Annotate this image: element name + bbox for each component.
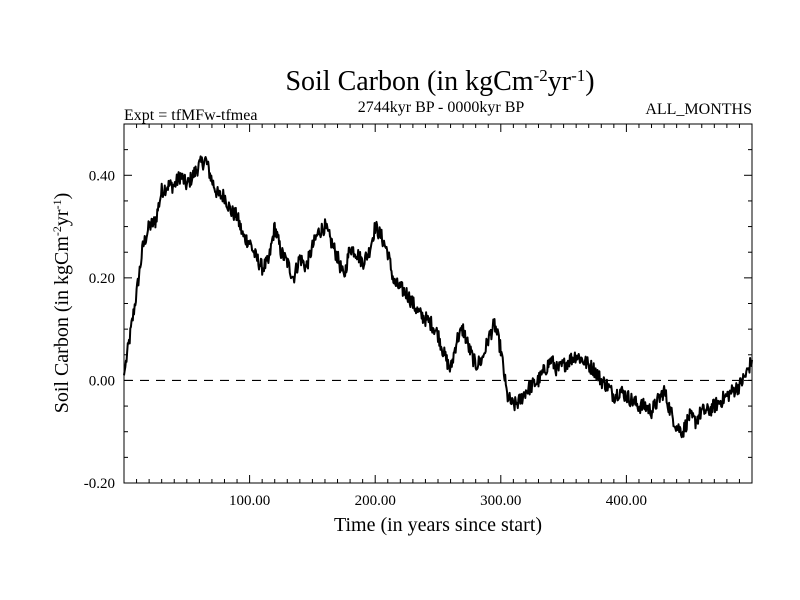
y-tick-label: 0.00 xyxy=(89,373,115,389)
x-tick-label: 300.00 xyxy=(480,493,521,509)
chart-title: Soil Carbon (in kgCm-2yr-1) xyxy=(285,66,594,98)
y-tick-label: 0.40 xyxy=(89,168,115,184)
soil-carbon-series-line xyxy=(123,155,753,439)
y-axis-ticks: -0.20 0.00 0.20 0.40 xyxy=(84,149,752,492)
y-axis-label: Soil Carbon (in kgCm-2yr-1) xyxy=(50,193,73,414)
x-axis-ticks: 100.00 200.00 300.00 400.00 xyxy=(136,124,740,509)
y-tick-label: 0.20 xyxy=(89,271,115,287)
x-tick-label: 400.00 xyxy=(606,493,647,509)
subtitle-right: ALL_MONTHS xyxy=(645,101,752,118)
x-tick-label: 200.00 xyxy=(355,493,396,509)
plot-frame xyxy=(123,123,753,484)
x-tick-label: 100.00 xyxy=(229,493,270,509)
subtitle-center: 2744kyr BP - 0000kyr BP xyxy=(358,99,525,116)
x-axis-label: Time (in years since start) xyxy=(334,514,542,536)
y-tick-label: -0.20 xyxy=(84,476,115,492)
subtitle-left: Expt = tfMFw-tfmea xyxy=(124,107,257,124)
